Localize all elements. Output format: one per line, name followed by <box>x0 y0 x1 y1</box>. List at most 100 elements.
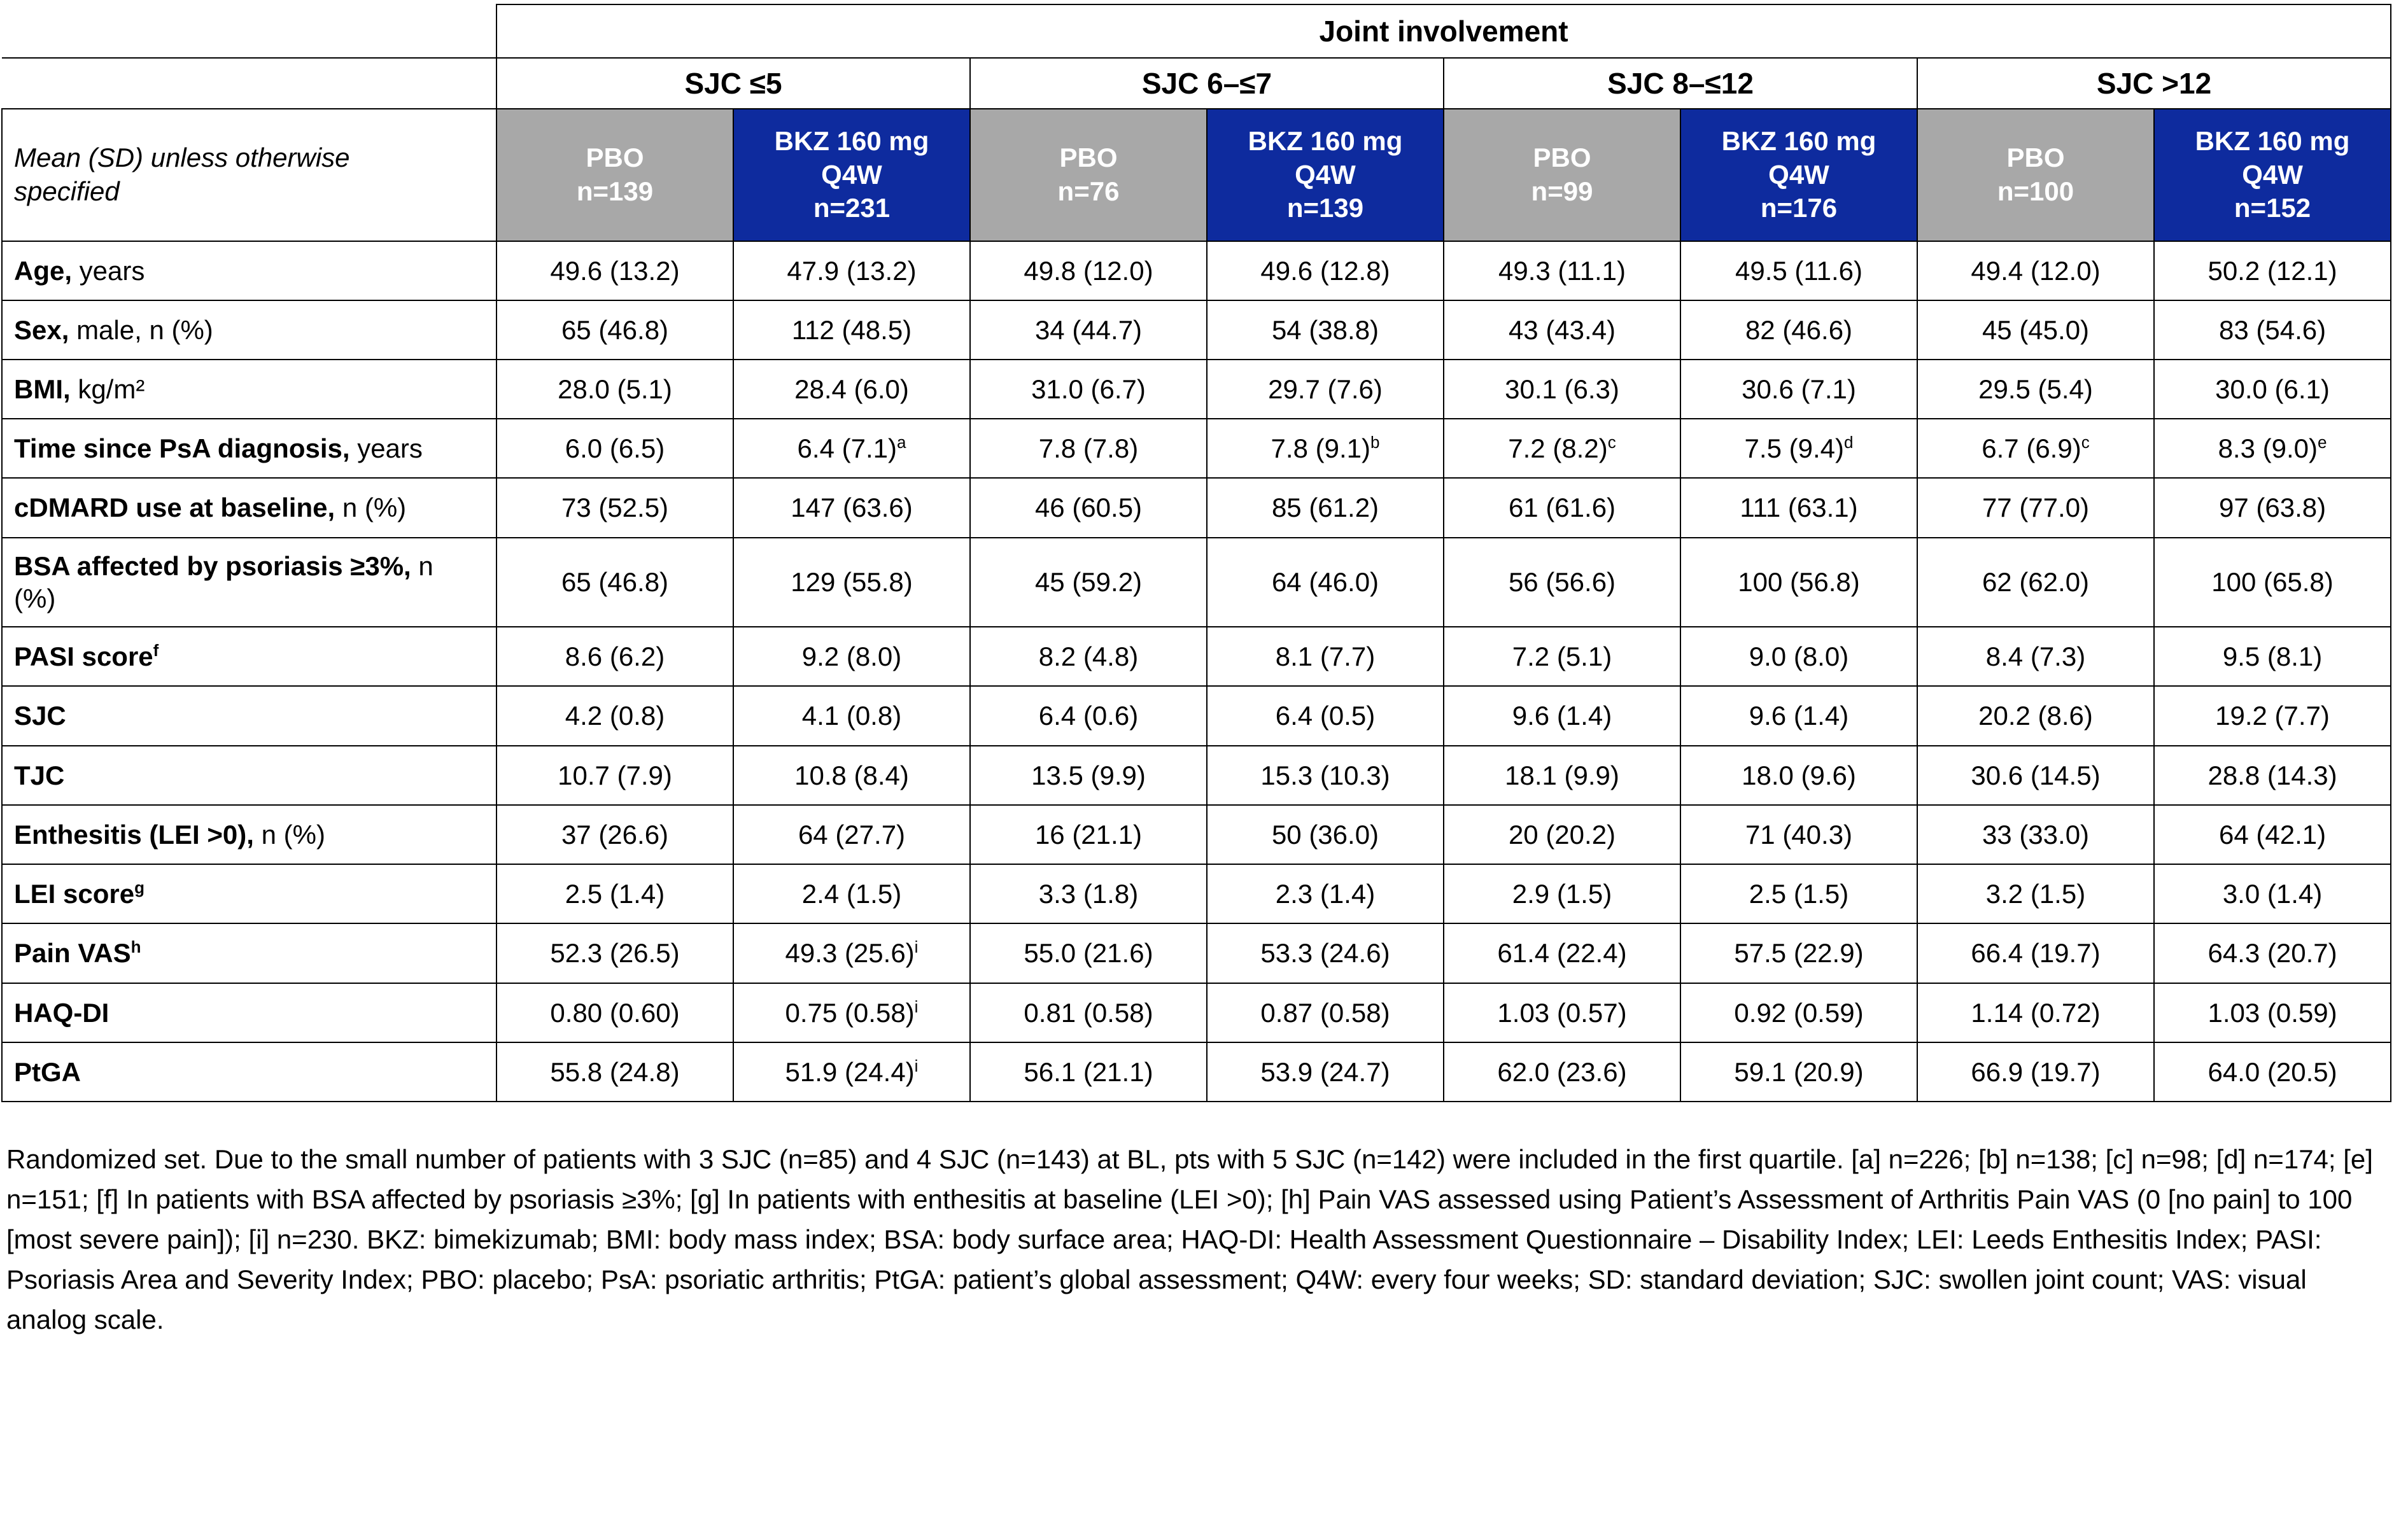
value-cell: 18.0 (9.6) <box>1680 745 1918 806</box>
cell-value: 3.0 (1.4) <box>2222 879 2323 909</box>
value-cell: 6.0 (6.5) <box>496 418 734 479</box>
cell-value: 20 (20.2) <box>1508 819 1616 850</box>
value-cell: 28.8 (14.3) <box>2153 745 2392 806</box>
pbo-column-header: PBO n=99 <box>1443 108 1681 242</box>
value-cell: 0.87 (0.58) <box>1206 982 1444 1043</box>
cell-value: 7.8 (7.8) <box>1038 433 1139 464</box>
value-cell: 7.8 (9.1)b <box>1206 418 1444 479</box>
value-cell: 4.2 (0.8) <box>496 685 734 746</box>
value-cell: 111 (63.1) <box>1680 477 1918 538</box>
cell-value: 7.2 (8.2) <box>1508 433 1608 464</box>
joint-involvement-row: Joint involvement <box>2 4 2392 59</box>
value-cell: 49.3 (25.6)i <box>733 923 971 984</box>
value-cell: 100 (56.8) <box>1680 536 1918 628</box>
value-cell: 0.75 (0.58)i <box>733 982 971 1043</box>
cell-value: 28.4 (6.0) <box>794 374 909 404</box>
table-row: Pain VASh 52.3 (26.5) 49.3 (25.6)i 55.0 (21… <box>1 923 2392 984</box>
value-cell: 6.4 (7.1)a <box>733 418 971 479</box>
table-row: BSA affected by psoriasis ≥3%, n (%) 65 (… <box>1 536 2392 628</box>
cell-value: 49.8 (12.0) <box>1024 255 1153 286</box>
table-row: HAQ-DI 0.80 (0.60) 0.75 (0.58)i 0.81 (0.58)… <box>1 982 2392 1043</box>
value-cell: 112 (48.5) <box>733 299 971 360</box>
cell-value: 56 (56.6) <box>1508 567 1616 598</box>
cell-value: 30.1 (6.3) <box>1505 374 1619 404</box>
value-cell: 66.4 (19.7) <box>1917 923 2155 984</box>
treatment-arm-label: PBO <box>586 143 644 173</box>
footnote-marker: e <box>2318 433 2327 452</box>
treatment-arm-label: BKZ 160 mg Q4W <box>1721 126 1876 190</box>
row-label: PtGA <box>1 1041 497 1103</box>
table-row: Age, years 49.6 (13.2) 47.9 (13.2) 49.8 (12… <box>1 240 2392 301</box>
value-cell: 59.1 (20.9) <box>1680 1041 1918 1103</box>
value-cell: 49.4 (12.0) <box>1917 240 2155 301</box>
value-cell: 55.0 (21.6) <box>969 923 1208 984</box>
cell-value: 62 (62.0) <box>1982 567 2090 598</box>
value-cell: 56 (56.6) <box>1443 536 1681 628</box>
cell-value: 20.2 (8.6) <box>1978 701 2093 731</box>
value-cell: 9.0 (8.0) <box>1680 626 1918 687</box>
cell-value: 7.8 (9.1) <box>1271 433 1370 464</box>
row-label-bold: Time since PsA diagnosis, <box>14 433 350 464</box>
cell-value: 0.92 (0.59) <box>1734 997 1864 1028</box>
cell-value: 2.5 (1.5) <box>1749 879 1849 909</box>
cell-value: 51.9 (24.4) <box>785 1056 915 1087</box>
cell-value: 49.6 (13.2) <box>550 255 680 286</box>
footnote-marker: g <box>134 878 144 898</box>
group-header-sjc-6-le7: SJC 6–≤7 <box>969 57 1444 109</box>
value-cell: 53.3 (24.6) <box>1206 923 1444 984</box>
value-cell: 2.4 (1.5) <box>733 864 971 925</box>
row-label-bold: PASI score <box>14 641 153 672</box>
value-cell: 34 (44.7) <box>969 299 1208 360</box>
cell-value: 3.2 (1.5) <box>1985 879 2086 909</box>
row-label: LEI scoreg <box>1 864 497 925</box>
value-cell: 33 (33.0) <box>1917 804 2155 865</box>
table-row: cDMARD use at baseline, n (%) 73 (52.5) 14… <box>1 477 2392 538</box>
page: Joint involvement SJC ≤5 SJC 6–≤7 SJC 8–… <box>1 4 2392 1334</box>
value-cell: 15.3 (10.3) <box>1206 745 1444 806</box>
value-cell: 3.3 (1.8) <box>969 864 1208 925</box>
table-row: PtGA 55.8 (24.8) 51.9 (24.4)i 56.1 (21.1) 53… <box>1 1041 2392 1103</box>
cell-value: 45 (45.0) <box>1982 314 2090 345</box>
row-label: BSA affected by psoriasis ≥3%, n (%) <box>1 536 497 628</box>
cell-value: 30.6 (14.5) <box>1971 760 2101 790</box>
cell-value: 1.03 (0.57) <box>1497 997 1627 1028</box>
value-cell: 3.0 (1.4) <box>2153 864 2392 925</box>
sample-size-label: n=99 <box>1531 176 1593 206</box>
value-cell: 62 (62.0) <box>1917 536 2155 628</box>
cell-value: 53.3 (24.6) <box>1260 938 1390 969</box>
cell-value: 49.3 (25.6) <box>785 938 915 969</box>
value-cell: 0.92 (0.59) <box>1680 982 1918 1043</box>
cell-value: 4.2 (0.8) <box>565 701 665 731</box>
footnote-marker: i <box>914 1056 919 1075</box>
value-cell: 100 (65.8) <box>2153 536 2392 628</box>
cell-value: 64.3 (20.7) <box>2207 938 2337 969</box>
group-header-sjc-gt12: SJC >12 <box>1916 57 2392 109</box>
cell-value: 33 (33.0) <box>1982 819 2090 850</box>
table-row: Enthesitis (LEI >0), n (%) 37 (26.6) 64 (2… <box>1 804 2392 865</box>
row-label: HAQ-DI <box>1 982 497 1043</box>
value-cell: 1.14 (0.72) <box>1917 982 2155 1043</box>
cell-value: 16 (21.1) <box>1034 819 1143 850</box>
value-cell: 61 (61.6) <box>1443 477 1681 538</box>
sjc-group-row: SJC ≤5 SJC 6–≤7 SJC 8–≤12 SJC >12 <box>2 57 2392 109</box>
cell-value: 13.5 (9.9) <box>1031 760 1146 790</box>
value-cell: 29.5 (5.4) <box>1917 358 2155 420</box>
cell-value: 8.2 (4.8) <box>1038 641 1139 672</box>
group-header-sjc-8-le12: SJC 8–≤12 <box>1443 57 1918 109</box>
cell-value: 9.6 (1.4) <box>1512 701 1612 731</box>
table-row: Sex, male, n (%) 65 (46.8) 112 (48.5) 34 (4… <box>1 299 2392 360</box>
cell-value: 8.3 (9.0) <box>2218 433 2318 464</box>
cell-value: 37 (26.6) <box>561 819 669 850</box>
value-cell: 64 (27.7) <box>733 804 971 865</box>
footnote-marker: h <box>130 937 141 957</box>
value-cell: 20.2 (8.6) <box>1917 685 2155 746</box>
value-cell: 2.9 (1.5) <box>1443 864 1681 925</box>
cell-value: 8.1 (7.7) <box>1275 641 1376 672</box>
value-cell: 6.7 (6.9)c <box>1917 418 2155 479</box>
cell-value: 28.8 (14.3) <box>2207 760 2337 790</box>
value-cell: 57.5 (22.9) <box>1680 923 1918 984</box>
cell-value: 31.0 (6.7) <box>1031 374 1146 404</box>
cell-value: 6.4 (0.6) <box>1038 701 1139 731</box>
cell-value: 100 (56.8) <box>1738 567 1860 598</box>
cell-value: 1.03 (0.59) <box>2207 997 2337 1028</box>
